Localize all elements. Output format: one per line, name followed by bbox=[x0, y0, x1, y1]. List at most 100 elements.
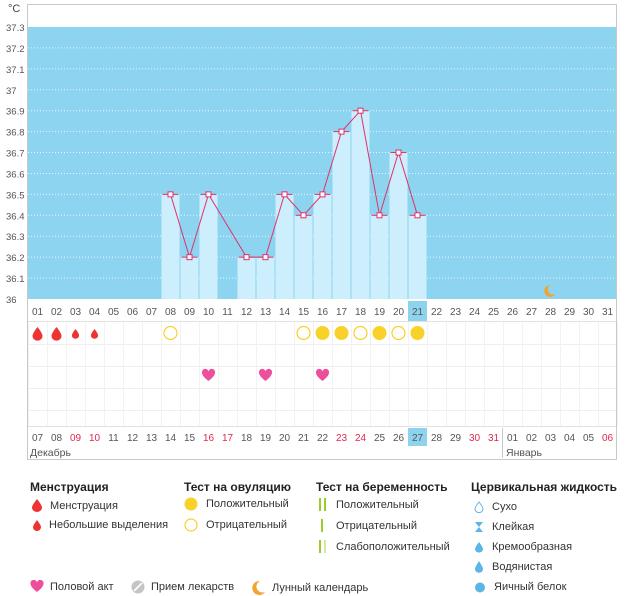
blood-drop-icon bbox=[32, 327, 43, 341]
y-tick-label: 37 bbox=[6, 86, 17, 97]
ovulation-positive-icon bbox=[334, 326, 349, 340]
single-bar-icon bbox=[321, 519, 323, 532]
legend-pregnancy-weak-label: Слабоположительный bbox=[336, 540, 450, 553]
calendar-date-label: 16 bbox=[203, 433, 215, 444]
pill-icon bbox=[131, 580, 145, 594]
calendar-date-label: 17 bbox=[222, 433, 234, 444]
y-tick-label: 37.3 bbox=[6, 23, 25, 34]
y-tick-label: 36 bbox=[6, 295, 17, 306]
legend-cervical-watery: Водянистая bbox=[474, 561, 552, 573]
temperature-line-segment bbox=[341, 110, 361, 132]
legend-cervical-watery-label: Водянистая bbox=[492, 561, 553, 573]
legend-cervical-dry-label: Сухо bbox=[492, 501, 517, 513]
cycle-day-label: 22 bbox=[431, 307, 443, 318]
legend-moon: Лунный календарь bbox=[250, 580, 368, 596]
temperature-point bbox=[167, 191, 174, 198]
legend-pregnancy-positive: Положительный bbox=[318, 498, 419, 511]
cycle-day-label: 09 bbox=[184, 307, 196, 318]
calendar-date-label: 21 bbox=[298, 433, 310, 444]
temperature-point bbox=[186, 254, 193, 261]
temperature-point bbox=[376, 212, 383, 219]
calendar-date-label: 08 bbox=[51, 433, 63, 444]
legend: Менструация Менструация Небольшие выделе… bbox=[0, 470, 626, 595]
creamy-drop-icon bbox=[475, 542, 483, 553]
cycle-day-label: 01 bbox=[32, 307, 44, 318]
temperature-bar bbox=[389, 152, 408, 299]
legend-cervical-title: Цервикальная жидкость bbox=[471, 480, 618, 494]
legend-cervical-eggwhite: Яичный белок bbox=[474, 581, 566, 593]
cycle-day-label: 28 bbox=[545, 307, 557, 318]
cycle-day-label: 27 bbox=[526, 307, 538, 318]
legend-pregnancy-negative: Отрицательный bbox=[318, 519, 417, 532]
weak-double-bar-icon bbox=[319, 540, 326, 553]
temperature-line-segment bbox=[303, 194, 323, 216]
calendar-date-label: 07 bbox=[32, 433, 44, 444]
temperature-bar bbox=[332, 131, 351, 299]
ovulation-negative-icon bbox=[353, 325, 368, 341]
crescent-moon-icon bbox=[252, 580, 265, 595]
ovulation-positive-icon bbox=[410, 326, 425, 340]
calendar-date-label: 23 bbox=[336, 433, 348, 444]
y-tick-label: 36.9 bbox=[6, 107, 25, 118]
calendar-date-label: 25 bbox=[374, 433, 386, 444]
small-blood-drop-icon bbox=[90, 328, 99, 339]
temperature-bar bbox=[161, 194, 180, 299]
temperature-unit: °C bbox=[8, 3, 20, 15]
hourglass-icon bbox=[475, 522, 483, 532]
legend-cervical-creamy-label: Кремообразная bbox=[492, 541, 573, 553]
cycle-day-label: 04 bbox=[89, 307, 101, 318]
today-highlight bbox=[408, 428, 427, 446]
month-label-left: Декабрь bbox=[30, 447, 71, 459]
temperature-line-segment bbox=[360, 110, 380, 216]
temperature-line-segment bbox=[189, 194, 209, 258]
temperature-bar bbox=[351, 110, 370, 299]
calendar-date-label: 30 bbox=[469, 433, 481, 444]
current-cycle-day-highlight bbox=[408, 301, 427, 321]
small-blood-drop-icon bbox=[33, 519, 41, 531]
cycle-day-label: 26 bbox=[507, 307, 519, 318]
blood-drop-icon bbox=[32, 499, 42, 512]
legend-pregnancy-negative-label: Отрицательный bbox=[336, 519, 417, 532]
cycle-day-label: 11 bbox=[222, 307, 233, 318]
calendar-date-label: 19 bbox=[260, 433, 272, 444]
legend-cervical-creamy: Кремообразная bbox=[474, 541, 572, 553]
ovulation-positive-icon bbox=[315, 326, 330, 340]
temperature-bar bbox=[313, 194, 332, 299]
legend-menstruation-label: Менструация bbox=[50, 499, 118, 512]
temperature-bar bbox=[408, 215, 427, 299]
bbt-chart: °C 37.3 37.2 37.1 37 36.9 36.8 36.7 36.6 36.5 36.4… bbox=[6, 3, 618, 460]
temperature-bar bbox=[256, 257, 275, 299]
cycle-day-label: 14 bbox=[279, 307, 291, 318]
temperature-point bbox=[243, 254, 250, 261]
cycle-day-label: 18 bbox=[355, 307, 367, 318]
y-tick-label: 36.6 bbox=[6, 169, 25, 180]
legend-medication-label: Прием лекарств bbox=[151, 581, 235, 593]
y-tick-label: 36.5 bbox=[6, 190, 25, 201]
cycle-day-label: 13 bbox=[260, 307, 272, 318]
cycle-day-label: 30 bbox=[583, 307, 595, 318]
yellow-filled-circle-icon bbox=[184, 497, 198, 511]
calendar-date-label: 27 bbox=[412, 433, 424, 444]
calendar-date-label: 03 bbox=[545, 433, 557, 444]
calendar-date-label: 10 bbox=[89, 433, 101, 444]
ovulation-negative-icon bbox=[296, 325, 311, 341]
temperature-line-segment bbox=[322, 131, 342, 195]
y-tick-label: 36.1 bbox=[6, 274, 25, 285]
y-tick-label: 36.3 bbox=[6, 232, 25, 243]
calendar-date-label: 31 bbox=[488, 433, 500, 444]
legend-ovulation-negative-label: Отрицательный bbox=[206, 519, 287, 531]
temperature-point bbox=[338, 128, 345, 135]
temperature-line-segment bbox=[208, 194, 247, 258]
calendar-date-label: 05 bbox=[583, 433, 595, 444]
legend-intercourse-label: Половой акт bbox=[50, 580, 114, 593]
legend-spotting-item: Небольшие выделения bbox=[33, 519, 168, 531]
temperature-point bbox=[300, 212, 307, 219]
calendar-date-label: 01 bbox=[507, 433, 519, 444]
month-label-right: Январь bbox=[506, 447, 543, 459]
calendar-date-label: 09 bbox=[70, 433, 82, 444]
heart-icon bbox=[315, 368, 330, 381]
cycle-day-label: 19 bbox=[374, 307, 386, 318]
legend-ovulation-negative: Отрицательный bbox=[184, 518, 287, 532]
egg-white-drop-icon bbox=[475, 582, 485, 593]
cycle-day-label: 10 bbox=[203, 307, 215, 318]
